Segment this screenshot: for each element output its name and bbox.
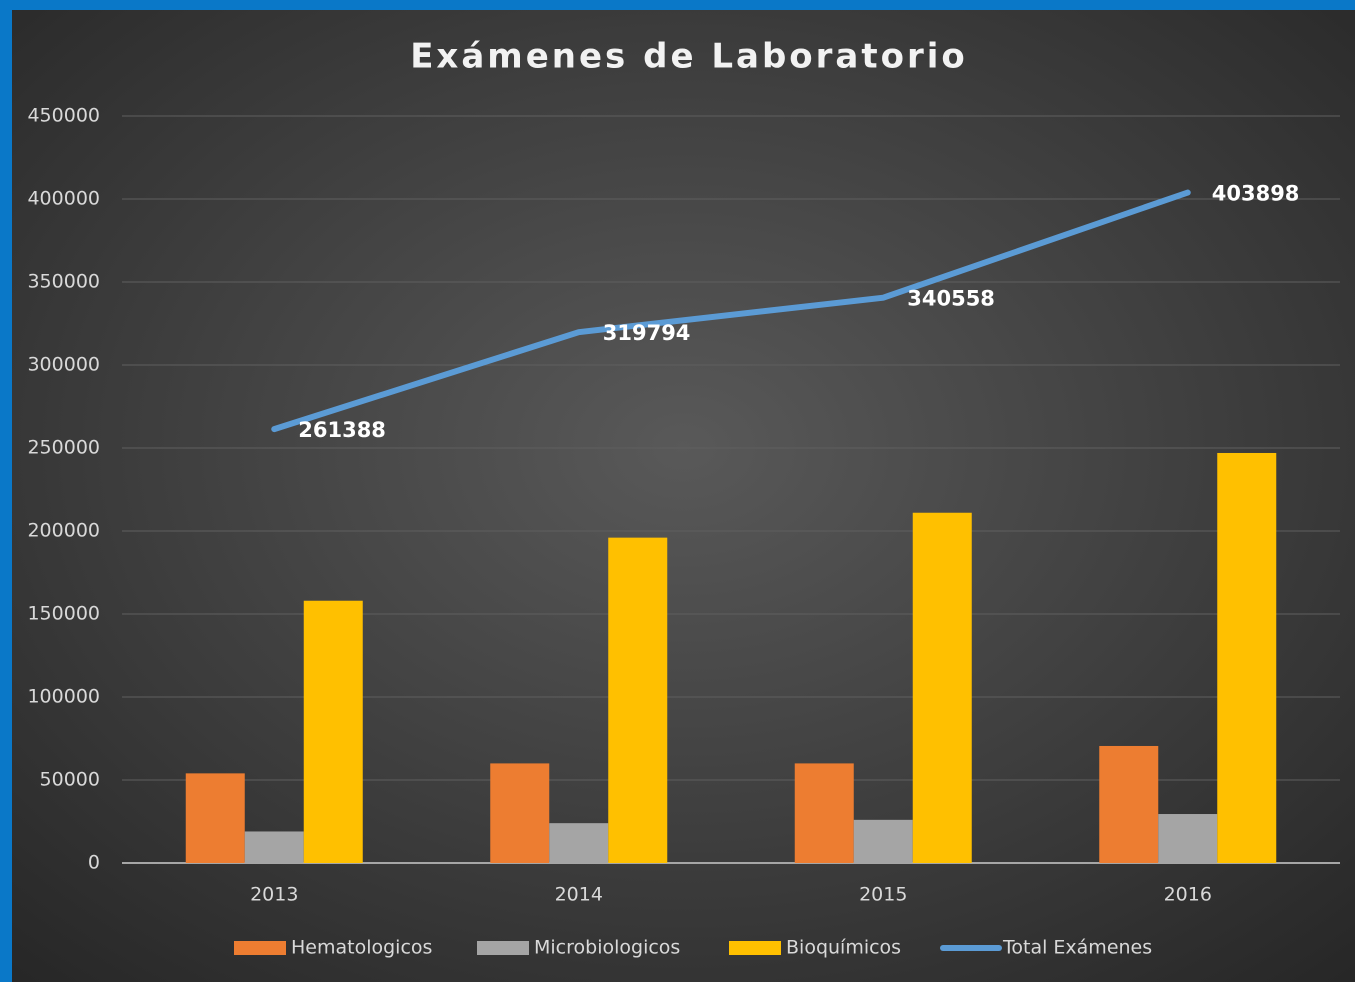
bar xyxy=(490,763,550,863)
legend-swatch xyxy=(477,941,529,955)
x-tick-label: 2016 xyxy=(1164,884,1212,906)
legend-swatch xyxy=(729,941,781,955)
y-tick-label: 150000 xyxy=(27,603,100,625)
bar xyxy=(912,512,972,863)
y-tick-label: 100000 xyxy=(27,686,100,708)
data-label: 319794 xyxy=(603,321,691,345)
y-tick-label: 300000 xyxy=(27,354,100,376)
data-label: 403898 xyxy=(1212,182,1300,206)
legend-label: Total Exámenes xyxy=(1002,937,1152,959)
y-tick-label: 350000 xyxy=(27,271,100,293)
x-tick-label: 2015 xyxy=(859,884,907,906)
bar xyxy=(794,763,854,863)
bar xyxy=(185,773,245,863)
data-label: 340558 xyxy=(907,287,995,311)
bar xyxy=(1158,814,1218,863)
bar xyxy=(608,537,668,863)
bar xyxy=(244,831,304,863)
bar xyxy=(1217,452,1277,863)
y-tick-label: 250000 xyxy=(27,437,100,459)
bar xyxy=(1099,745,1159,863)
legend-label: Hematologicos xyxy=(291,937,432,959)
chart-title: Exámenes de Laboratorio xyxy=(410,37,968,77)
bar xyxy=(549,823,609,863)
data-label: 261388 xyxy=(298,418,386,442)
y-tick-label: 200000 xyxy=(27,520,100,542)
line xyxy=(271,189,1191,433)
y-tick-label: 0 xyxy=(88,852,100,874)
y-tick-label: 450000 xyxy=(27,105,100,127)
x-tick-label: 2014 xyxy=(555,884,603,906)
y-tick-label: 50000 xyxy=(40,769,100,791)
x-tick-label: 2013 xyxy=(250,884,298,906)
bar xyxy=(853,819,913,863)
bar xyxy=(303,600,363,863)
legend-label: Bioquímicos xyxy=(786,937,901,959)
legend-swatch xyxy=(234,941,286,955)
legend-label: Microbiologicos xyxy=(534,937,680,959)
y-tick-label: 400000 xyxy=(27,188,100,210)
